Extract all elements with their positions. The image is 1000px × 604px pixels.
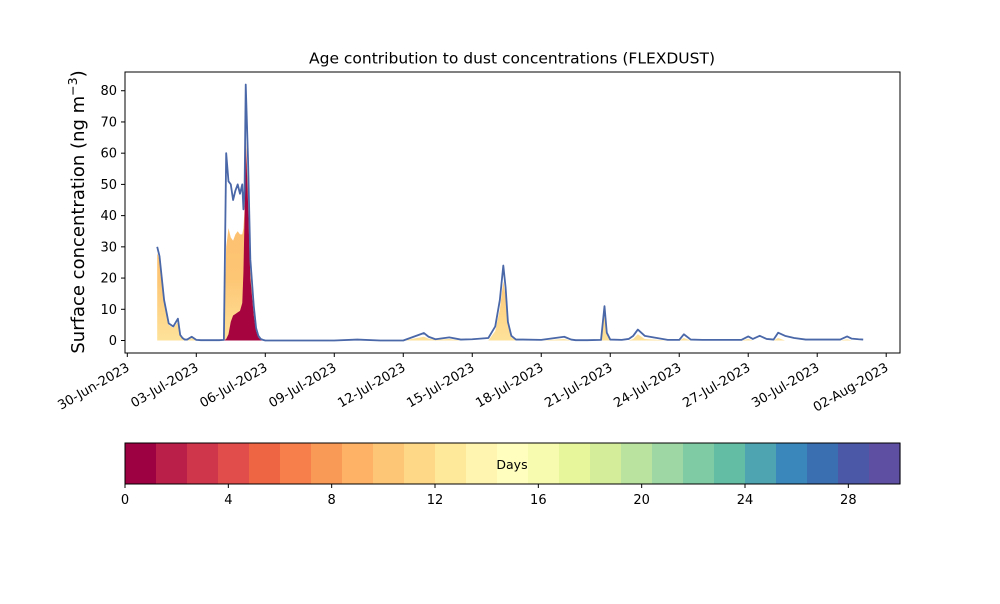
colorbar-segment bbox=[683, 443, 715, 484]
y-tick-label: 0 bbox=[109, 334, 117, 349]
y-axis-label-superscript: −3 bbox=[65, 77, 80, 95]
x-tick-label: 02-Aug-2023 bbox=[811, 360, 891, 415]
colorbar-ticks: 0 4 8 12 16 20 24 28 bbox=[121, 484, 857, 508]
x-tick-label: 24-Jul-2023 bbox=[611, 360, 684, 411]
x-tick-label: 18-Jul-2023 bbox=[473, 360, 546, 411]
y-tick-label: 40 bbox=[100, 209, 117, 224]
y-tick-label: 50 bbox=[100, 178, 117, 193]
y-axis-label-close: ) bbox=[68, 70, 89, 77]
y-tick-label: 70 bbox=[100, 115, 117, 130]
colorbar-segment bbox=[466, 443, 498, 484]
colorbar-label: Days bbox=[496, 457, 527, 472]
x-tick-label: 15-Jul-2023 bbox=[404, 360, 477, 411]
y-tick-label: 80 bbox=[100, 84, 117, 99]
colorbar-tick-label: 20 bbox=[633, 493, 650, 508]
y-tick-label: 60 bbox=[100, 147, 117, 162]
y-axis: 0 10 20 30 40 50 60 70 80 bbox=[100, 84, 125, 349]
colorbar-segment bbox=[714, 443, 746, 484]
age-mid-area bbox=[157, 134, 864, 341]
colorbar-segment bbox=[528, 443, 560, 484]
colorbar-segment bbox=[404, 443, 436, 484]
x-tick-label: 27-Jul-2023 bbox=[680, 360, 753, 411]
colorbar-tick-label: 0 bbox=[121, 493, 129, 508]
y-tick-label: 30 bbox=[100, 240, 117, 255]
y-axis-label: Surface concentration (ng m−3) bbox=[65, 70, 89, 353]
colorbar-segment bbox=[776, 443, 808, 484]
age-young-area bbox=[157, 140, 864, 341]
colorbar-segment bbox=[373, 443, 405, 484]
colorbar-segment bbox=[280, 443, 312, 484]
x-tick-label: 12-Jul-2023 bbox=[335, 360, 408, 411]
colorbar-segment bbox=[311, 443, 343, 484]
colorbar-segment bbox=[342, 443, 374, 484]
colorbar-segment bbox=[745, 443, 777, 484]
colorbar-segment bbox=[652, 443, 684, 484]
colorbar bbox=[125, 443, 901, 484]
colorbar-tick-label: 28 bbox=[840, 493, 857, 508]
x-tick-label: 03-Jul-2023 bbox=[128, 360, 201, 411]
colorbar-segment bbox=[249, 443, 281, 484]
colorbar-tick-label: 12 bbox=[427, 493, 444, 508]
colorbar-segment bbox=[559, 443, 591, 484]
colorbar-segment bbox=[869, 443, 901, 484]
x-tick-label: 09-Jul-2023 bbox=[266, 360, 339, 411]
x-tick-label: 30-Jun-2023 bbox=[55, 360, 132, 413]
colorbar-tick-label: 8 bbox=[328, 493, 336, 508]
colorbar-segment bbox=[435, 443, 467, 484]
colorbar-segment bbox=[590, 443, 622, 484]
y-tick-label: 20 bbox=[100, 272, 117, 287]
y-tick-label: 10 bbox=[100, 303, 117, 318]
colorbar-tick-label: 16 bbox=[530, 493, 547, 508]
colorbar-segment bbox=[497, 443, 529, 484]
plot-frame bbox=[124, 71, 901, 354]
colorbar-segment bbox=[838, 443, 870, 484]
plot-area bbox=[156, 83, 864, 342]
colorbar-segment bbox=[807, 443, 839, 484]
colorbar-segment bbox=[187, 443, 219, 484]
colorbar-tick-label: 4 bbox=[224, 493, 232, 508]
colorbar-segment bbox=[156, 443, 188, 484]
colorbar-tick-label: 24 bbox=[737, 493, 754, 508]
x-tick-label: 21-Jul-2023 bbox=[542, 360, 615, 411]
colorbar-segment bbox=[218, 443, 250, 484]
colorbar-segment bbox=[621, 443, 653, 484]
chart-title: Age contribution to dust concentrations … bbox=[309, 50, 715, 68]
total-concentration-line bbox=[156, 83, 864, 342]
y-axis-label-text: Surface concentration (ng m bbox=[68, 96, 89, 354]
colorbar-frame bbox=[124, 442, 901, 485]
colorbar-segment bbox=[125, 443, 157, 484]
x-axis: 30-Jun-202303-Jul-202306-Jul-202309-Jul-… bbox=[55, 353, 891, 416]
x-tick-label: 06-Jul-2023 bbox=[197, 360, 270, 411]
